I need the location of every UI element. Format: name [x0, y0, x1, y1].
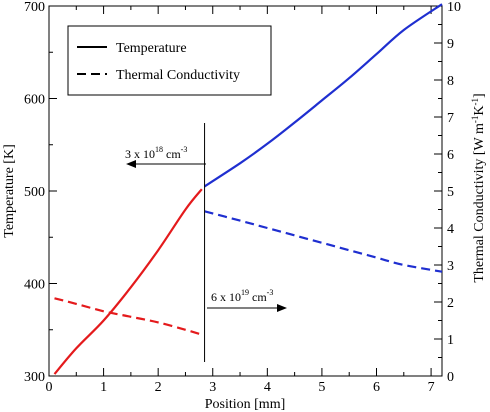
legend-label-temperature: Temperature — [116, 41, 187, 56]
annotation-left-arrowhead — [126, 160, 136, 168]
y-right-label-part3: ] — [472, 93, 487, 98]
annotation-right-text: 6 x 1019 cm-3 — [211, 288, 273, 304]
y-left-tick-label: 700 — [24, 0, 45, 15]
legend-label-conductivity: Thermal Conductivity — [116, 68, 240, 83]
y-right-tick-label: 7 — [447, 111, 454, 126]
legend-box — [67, 25, 272, 96]
series-layer — [53, 3, 443, 375]
y-right-label-part1: Thermal Conductivity [W m — [472, 123, 487, 283]
y-right-tick-label: 2 — [447, 296, 454, 311]
y-right-tick-label: 1 — [447, 333, 454, 348]
y-axis-label-right: Thermal Conductivity [W m-1K-1] — [470, 93, 487, 282]
x-tick-label: 1 — [100, 380, 107, 395]
y-right-tick-label: 6 — [447, 148, 454, 163]
x-tick-label: 2 — [155, 380, 162, 395]
y-right-tick-label: 0 — [447, 370, 454, 385]
y-axis-label-left: Temperature [K] — [2, 144, 17, 237]
y-right-tick-label: 9 — [447, 37, 454, 52]
y-right-tick-label: 8 — [447, 74, 454, 89]
annotation-right-unit-exp: -3 — [267, 288, 274, 297]
annotation-left-exp: 18 — [155, 145, 163, 154]
y-right-label-sup1: -1 — [470, 116, 480, 124]
x-tick-label: 3 — [209, 380, 216, 395]
annotation-left-base: 3 x 10 — [125, 147, 155, 161]
annotation-left-text: 3 x 1018 cm-3 — [125, 145, 187, 161]
annotation-right: 6 x 1019 cm-3 — [207, 288, 287, 312]
y-left-tick-label: 500 — [24, 185, 45, 200]
y-left-tick-label: 400 — [24, 278, 45, 293]
x-tick-label: 5 — [318, 380, 325, 395]
y-right-tick-label: 5 — [447, 185, 454, 200]
x-axis-label: Position [mm] — [205, 397, 286, 412]
y-right-label-sup2: -1 — [470, 98, 480, 106]
legend: Temperature Thermal Conductivity — [67, 25, 272, 96]
conductivity-line-2 — [54, 297, 203, 336]
x-tick-label: 7 — [428, 380, 435, 395]
y-right-tick-label: 10 — [447, 0, 461, 15]
x-tick-label: 4 — [264, 380, 271, 395]
annotation-left: 3 x 1018 cm-3 — [125, 145, 206, 168]
y-left-tick-label: 300 — [24, 370, 45, 385]
annotation-right-exp: 19 — [241, 288, 249, 297]
annotation-right-arrowhead — [277, 304, 287, 312]
axis-ticks: 0 1 2 3 4 5 6 7 300 400 500 600 700 0 1 2 3 4 5 6 7 8 9 10 — [24, 0, 461, 395]
temperature-line-1 — [203, 3, 443, 188]
y-right-tick-label: 4 — [447, 222, 454, 237]
y-right-label-part2: K — [472, 106, 487, 116]
annotation-left-unit: cm — [163, 147, 181, 161]
x-tick-label: 0 — [46, 380, 53, 395]
y-left-tick-label: 600 — [24, 93, 45, 108]
conductivity-line-3 — [204, 210, 443, 273]
temperature-line-0 — [53, 188, 203, 375]
y-right-tick-label: 3 — [447, 259, 454, 274]
annotation-right-base: 6 x 10 — [211, 290, 241, 304]
x-tick-label: 6 — [373, 380, 380, 395]
annotation-right-unit: cm — [249, 290, 267, 304]
annotation-left-unit-exp: -3 — [181, 145, 188, 154]
